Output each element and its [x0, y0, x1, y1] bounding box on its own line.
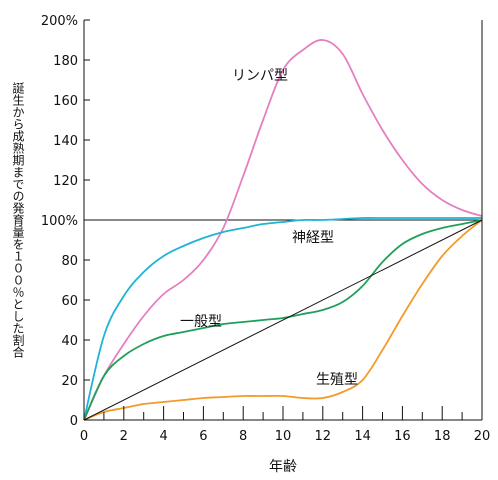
series-line-diagonal	[83, 219, 483, 421]
series-layer	[83, 39, 483, 421]
y-tick-label: 60	[61, 294, 78, 309]
x-tick-label: 0	[80, 429, 88, 444]
x-tick-label: 10	[275, 429, 292, 444]
y-tick-label: 200%	[41, 14, 78, 29]
series-line-lymph	[83, 39, 483, 421]
series-line-general	[83, 219, 483, 421]
y-axis-title: 誕生から成熟期までの発育量を１００％とした割合	[11, 82, 25, 358]
x-tick-label: 18	[434, 429, 451, 444]
x-tick-label: 20	[474, 429, 491, 444]
x-tick-label: 12	[315, 429, 332, 444]
y-tick-label: 160	[53, 94, 78, 109]
y-tick-label: 140	[53, 134, 78, 149]
x-tick-label: 2	[120, 429, 128, 444]
x-tick-label: 6	[199, 429, 207, 444]
y-tick-label: 0	[70, 414, 78, 429]
series-label-reproductive: 生殖型	[316, 371, 358, 388]
x-tick-label: 16	[394, 429, 411, 444]
label-layer: リンパ型 神経型 一般型 生殖型 年齢 誕生から成熟期までの発育量を１００％とし…	[11, 68, 358, 475]
y-tick-label: 40	[61, 334, 78, 349]
series-line-neural	[83, 217, 482, 421]
x-tick-label: 8	[239, 429, 247, 444]
series-label-neural: 神経型	[292, 230, 334, 246]
x-tick-label: 14	[354, 429, 371, 444]
y-tick-label: 20	[61, 374, 78, 389]
x-tick-label: 4	[159, 429, 167, 444]
y-tick-label: 180	[53, 54, 78, 69]
y-tick-label: 100%	[41, 214, 78, 229]
series-label-lymph: リンパ型	[232, 68, 288, 84]
series-label-general: 一般型	[180, 314, 222, 330]
tick-layer: 0 2 4 6 8 10 12 14 16 18 20 0 20 40 60 80 100% 120 140 160 1…	[41, 14, 490, 444]
x-axis-title: 年齢	[269, 459, 297, 475]
y-tick-label: 120	[53, 174, 78, 189]
series-line-reproductive	[83, 219, 483, 421]
y-tick-label: 80	[61, 254, 78, 269]
